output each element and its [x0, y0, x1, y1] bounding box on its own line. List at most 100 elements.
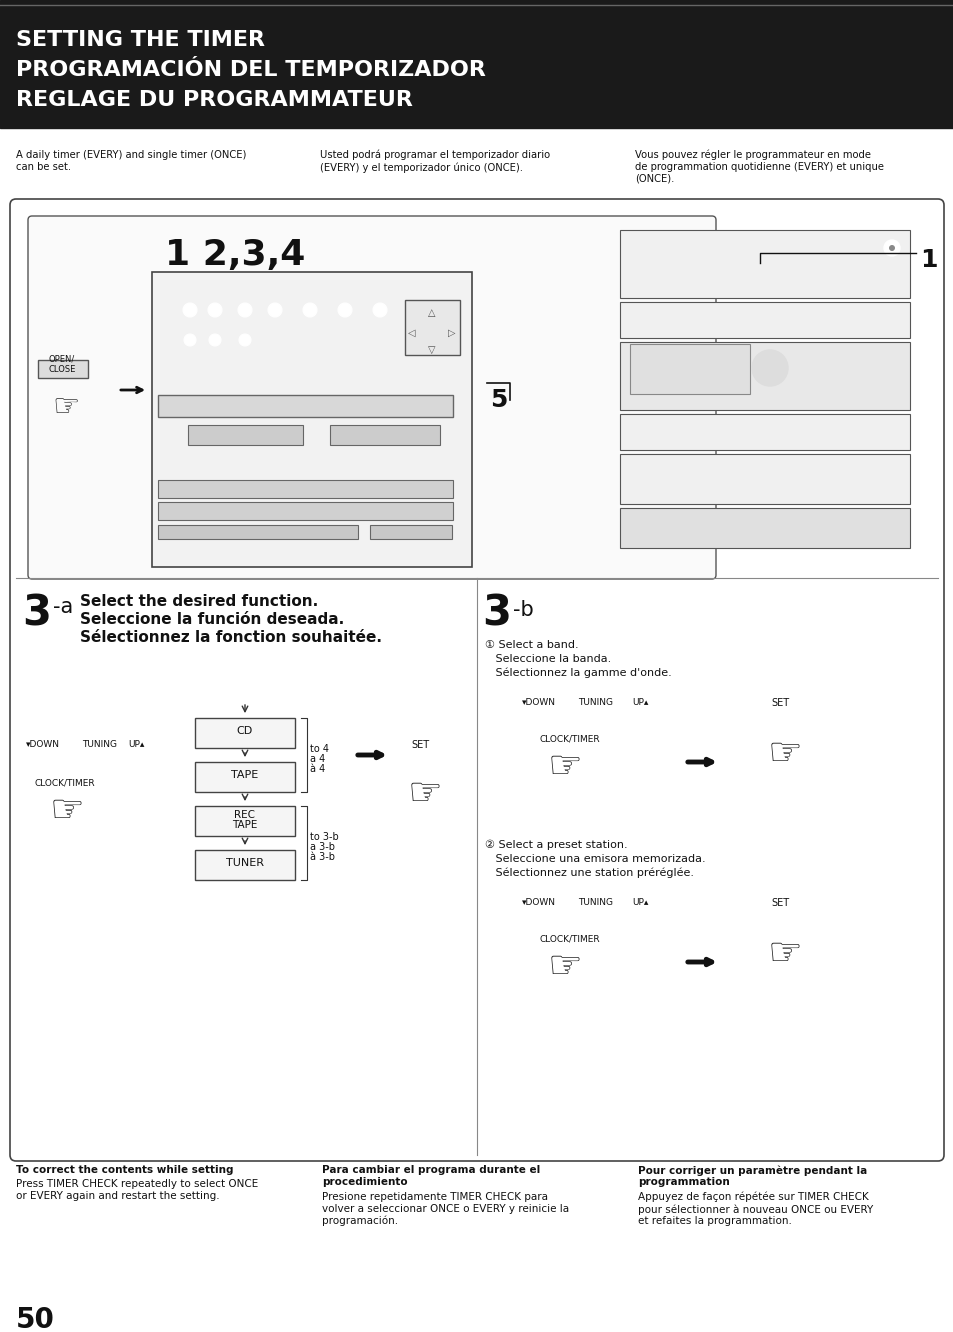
- Bar: [158, 525, 357, 539]
- Text: CLOCK/TIMER: CLOCK/TIMER: [34, 778, 95, 787]
- Text: à 4: à 4: [310, 765, 325, 774]
- Bar: [158, 480, 453, 498]
- Circle shape: [373, 302, 387, 317]
- Text: SETTING THE TIMER: SETTING THE TIMER: [16, 31, 265, 51]
- Text: a 3-b: a 3-b: [310, 842, 335, 852]
- FancyBboxPatch shape: [10, 198, 943, 1162]
- Text: -b: -b: [513, 599, 533, 619]
- Circle shape: [751, 350, 787, 386]
- Bar: [152, 272, 472, 567]
- Circle shape: [337, 302, 352, 317]
- Bar: [619, 414, 909, 450]
- Text: Pour corriger un paramètre pendant la
programmation: Pour corriger un paramètre pendant la pr…: [638, 1166, 866, 1187]
- Text: Select the desired function.: Select the desired function.: [80, 594, 318, 609]
- FancyBboxPatch shape: [28, 216, 716, 579]
- Circle shape: [766, 709, 792, 735]
- Text: TUNING: TUNING: [578, 698, 613, 707]
- Text: A daily timer (EVERY) and single timer (ONCE)
can be set.: A daily timer (EVERY) and single timer (…: [16, 151, 246, 172]
- Text: ② Select a preset station.: ② Select a preset station.: [484, 840, 627, 850]
- Text: TUNING: TUNING: [578, 898, 613, 907]
- Bar: [194, 806, 294, 836]
- Bar: [619, 454, 909, 503]
- Text: Sélectionnez une station préréglée.: Sélectionnez une station préréglée.: [484, 868, 693, 879]
- Text: SET: SET: [411, 741, 429, 750]
- Text: Presione repetidamente TIMER CHECK para
volver a seleccionar ONCE o EVERY y rein: Presione repetidamente TIMER CHECK para …: [322, 1192, 569, 1225]
- Text: ☞: ☞: [767, 735, 802, 773]
- Text: Seleccione una emisora memorizada.: Seleccione una emisora memorizada.: [484, 854, 705, 864]
- Text: CLOCK/TIMER: CLOCK/TIMER: [539, 735, 599, 745]
- Bar: [619, 342, 909, 410]
- Text: CD: CD: [236, 726, 253, 737]
- Text: 3: 3: [481, 591, 511, 634]
- Circle shape: [303, 302, 316, 317]
- Text: 50: 50: [16, 1305, 55, 1332]
- Text: Seleccione la banda.: Seleccione la banda.: [484, 654, 611, 663]
- Text: 1 2,3,4: 1 2,3,4: [165, 238, 305, 272]
- Text: Para cambiar el programa durante el
procedimiento: Para cambiar el programa durante el proc…: [322, 1166, 539, 1187]
- Bar: [194, 850, 294, 880]
- Text: SET: SET: [770, 698, 788, 709]
- Text: à 3-b: à 3-b: [310, 852, 335, 862]
- Bar: [629, 344, 749, 394]
- Text: ☞: ☞: [408, 775, 442, 813]
- Text: REGLAGE DU PROGRAMMATEUR: REGLAGE DU PROGRAMMATEUR: [16, 91, 413, 111]
- Circle shape: [888, 245, 894, 250]
- Text: Usted podrá programar el temporizador diario
(EVERY) y el temporizador único (ON: Usted podrá programar el temporizador di…: [319, 151, 550, 173]
- Bar: [158, 502, 453, 519]
- Bar: [405, 300, 459, 356]
- Text: ☞: ☞: [50, 793, 85, 830]
- Circle shape: [132, 751, 153, 773]
- Circle shape: [239, 334, 251, 346]
- Text: Sélectionnez la fonction souhaitée.: Sélectionnez la fonction souhaitée.: [80, 630, 381, 645]
- Text: -a: -a: [53, 597, 73, 617]
- Text: a 4: a 4: [310, 754, 325, 765]
- Text: OPEN/
CLOSE: OPEN/ CLOSE: [49, 356, 75, 374]
- Text: SET: SET: [770, 898, 788, 908]
- Text: Sélectionnez la gamme d'onde.: Sélectionnez la gamme d'onde.: [484, 669, 671, 678]
- Circle shape: [524, 709, 546, 731]
- Circle shape: [209, 334, 221, 346]
- Text: TUNING: TUNING: [82, 741, 117, 749]
- Text: REC: REC: [234, 810, 255, 821]
- Text: 5: 5: [490, 388, 507, 412]
- Text: ☞: ☞: [547, 749, 582, 786]
- Circle shape: [237, 302, 252, 317]
- Text: To correct the contents while setting: To correct the contents while setting: [16, 1166, 233, 1175]
- Text: Seleccione la función deseada.: Seleccione la función deseada.: [80, 611, 344, 627]
- Bar: [194, 762, 294, 793]
- Circle shape: [268, 302, 282, 317]
- Text: Appuyez de façon répétée sur TIMER CHECK
pour sélectionner à nouveau ONCE ou EVE: Appuyez de façon répétée sur TIMER CHECK…: [638, 1192, 872, 1227]
- Circle shape: [407, 749, 433, 775]
- Text: ▾DOWN: ▾DOWN: [26, 741, 60, 749]
- Bar: [330, 425, 439, 445]
- Bar: [619, 507, 909, 547]
- Text: ☞: ☞: [767, 935, 802, 972]
- Circle shape: [524, 908, 546, 931]
- Text: PROGRAMACIÓN DEL TEMPORIZADOR: PROGRAMACIÓN DEL TEMPORIZADOR: [16, 60, 485, 80]
- Circle shape: [183, 302, 196, 317]
- Text: ▽: ▽: [428, 345, 436, 356]
- Bar: [0, 0, 953, 128]
- Text: TUNER: TUNER: [226, 858, 264, 868]
- Text: TAPE: TAPE: [232, 770, 258, 781]
- Text: 1: 1: [919, 248, 937, 272]
- Text: CLOCK/TIMER: CLOCK/TIMER: [539, 935, 599, 944]
- Bar: [188, 425, 303, 445]
- Bar: [370, 525, 452, 539]
- Bar: [16, 205, 937, 1155]
- Text: UP▴: UP▴: [631, 898, 648, 907]
- Text: ① Select a band.: ① Select a band.: [484, 639, 578, 650]
- Text: UP▴: UP▴: [128, 741, 144, 749]
- Text: ▾DOWN: ▾DOWN: [521, 898, 556, 907]
- Text: ☞: ☞: [547, 948, 582, 986]
- Text: △: △: [428, 308, 436, 318]
- Bar: [38, 360, 88, 378]
- Text: Press TIMER CHECK repeatedly to select ONCE
or EVERY again and restart the setti: Press TIMER CHECK repeatedly to select O…: [16, 1179, 258, 1200]
- Text: UP▴: UP▴: [631, 698, 648, 707]
- Circle shape: [883, 240, 899, 256]
- Circle shape: [29, 751, 51, 773]
- Text: to 4: to 4: [310, 745, 329, 754]
- Text: TAPE: TAPE: [233, 821, 257, 830]
- Text: ▾DOWN: ▾DOWN: [521, 698, 556, 707]
- Text: 3: 3: [22, 591, 51, 634]
